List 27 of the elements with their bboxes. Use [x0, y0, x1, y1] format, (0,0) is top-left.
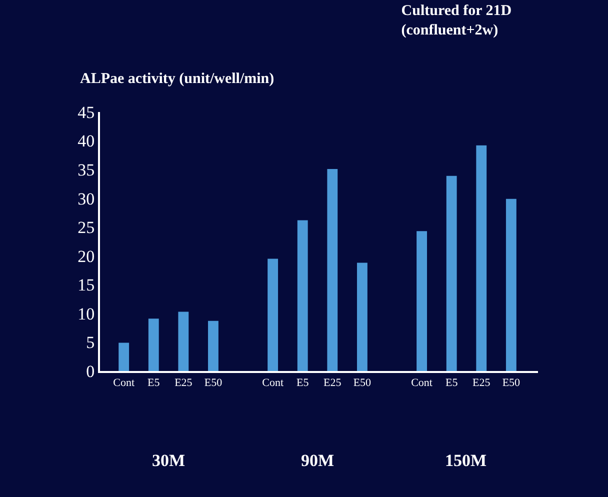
x-tick-label: E50: [353, 377, 372, 390]
y-tick-label: 20: [78, 246, 95, 266]
x-tick-label: E50: [204, 377, 223, 390]
y-tick-label: 15: [78, 276, 95, 295]
x-tick-label: E5: [445, 377, 458, 390]
text: 150M: [445, 451, 487, 470]
x-tick-label: Cont: [262, 377, 284, 390]
x-tick-label: E5: [148, 377, 160, 390]
y-tick-label: 25: [78, 218, 95, 238]
text: 90M: [301, 451, 334, 470]
y-tick-label: 45: [78, 102, 95, 122]
y-tick-label: 40: [78, 132, 95, 151]
y-tick-label: 10: [78, 304, 95, 324]
x-tick-label: Cont: [411, 377, 433, 390]
x-tick-label: E25: [472, 377, 491, 390]
text: 30M: [152, 451, 186, 470]
chart-title: Cultured for 21D (confluent+2w): [401, 2, 512, 38]
y-tick-label: 35: [78, 160, 95, 180]
y-tick-label: 0: [86, 362, 95, 381]
x-tick-label: Cont: [113, 377, 135, 390]
x-tick-label: E25: [324, 377, 342, 390]
x-tick-label: E50: [502, 377, 521, 390]
y-tick-label: 30: [78, 189, 95, 208]
y-axis-title: ALPae activity (unit/well/min): [80, 71, 274, 87]
x-tick-label: E25: [174, 377, 193, 390]
x-tick-label: E5: [296, 377, 310, 390]
y-tick-label: 5: [86, 333, 95, 352]
